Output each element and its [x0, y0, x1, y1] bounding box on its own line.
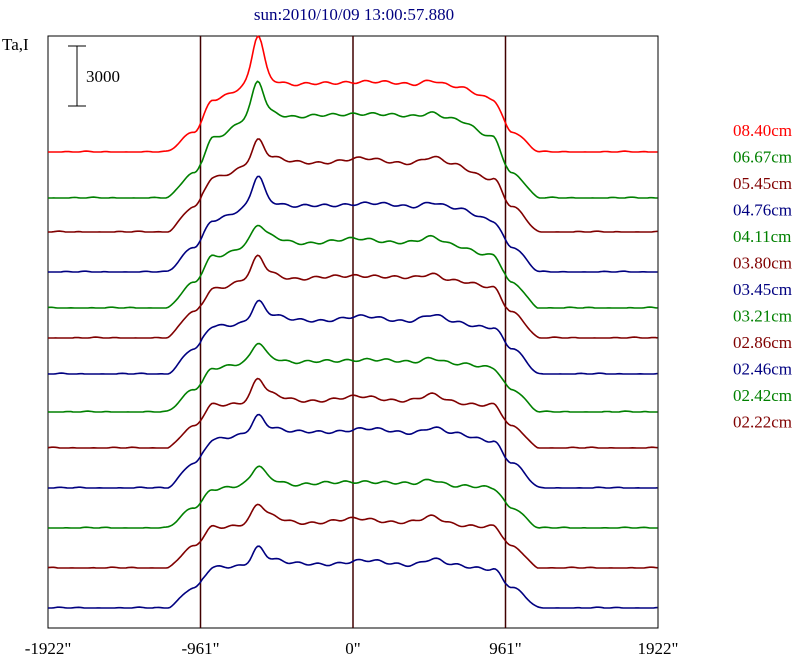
legend-entry-2: 05.45cm: [733, 174, 792, 193]
series-line-1: [48, 80, 658, 199]
series-line-9: [48, 413, 658, 489]
series-layer: [47, 35, 658, 609]
vertical-markers: [199, 36, 507, 628]
legend-entry-8: 02.86cm: [733, 333, 792, 352]
legend-entry-1: 06.67cm: [733, 148, 792, 167]
series-line-4: [47, 224, 658, 309]
legend: 08.40cm 06.67cm 05.45cm 04.76cm 04.11cm 03.80…: [733, 121, 792, 432]
x-tick-label-3: 961": [489, 639, 521, 658]
x-tick-label-0: -1922": [25, 639, 72, 658]
legend-entry-0: 08.40cm: [733, 121, 792, 140]
chart-title: sun:2010/10/09 13:00:57.880: [254, 5, 454, 24]
series-line-6: [47, 299, 658, 375]
scale-bar: 3000: [68, 45, 120, 107]
legend-entry-4: 04.11cm: [733, 227, 791, 246]
y-axis-label: Ta,I: [2, 35, 29, 54]
legend-entry-11: 02.22cm: [733, 413, 792, 432]
x-tick-label-2: 0": [345, 639, 360, 658]
legend-entry-3: 04.76cm: [733, 201, 792, 220]
legend-entry-6: 03.45cm: [733, 280, 792, 299]
series-line-11: [47, 503, 658, 569]
x-tick-label-1: -961": [181, 639, 219, 658]
series-line-0: [48, 35, 658, 153]
legend-entry-5: 03.80cm: [733, 254, 792, 273]
series-line-7: [47, 342, 658, 413]
scale-bar-label: 3000: [86, 67, 120, 86]
series-line-10: [47, 465, 658, 529]
legend-entry-10: 02.42cm: [733, 386, 792, 405]
legend-entry-7: 03.21cm: [733, 307, 792, 326]
x-tick-label-4: 1922": [638, 639, 679, 658]
series-line-8: [47, 377, 658, 449]
legend-entry-9: 02.46cm: [733, 360, 792, 379]
series-line-12: [48, 545, 658, 609]
x-tick-labels: -1922" -961" 0" 961" 1922": [25, 639, 679, 658]
series-line-3: [48, 175, 658, 273]
series-line-2: [48, 138, 658, 233]
series-line-5: [48, 254, 658, 339]
